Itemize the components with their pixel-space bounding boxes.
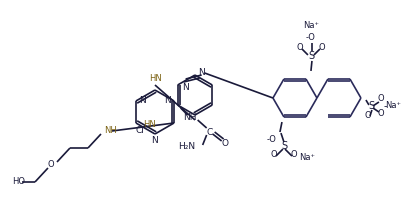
Text: -O: -O xyxy=(305,33,315,42)
Text: N: N xyxy=(151,137,158,145)
Text: S: S xyxy=(307,51,313,61)
Text: O: O xyxy=(296,43,302,53)
Text: O: O xyxy=(318,43,324,53)
Text: O: O xyxy=(290,149,296,159)
Text: C: C xyxy=(206,129,212,138)
Text: N: N xyxy=(198,67,205,76)
Text: HN: HN xyxy=(149,73,162,83)
Text: -: - xyxy=(382,101,386,111)
Text: Na⁺: Na⁺ xyxy=(298,153,314,162)
Text: Cl: Cl xyxy=(135,127,144,136)
Text: -O: -O xyxy=(266,135,276,143)
Text: HN: HN xyxy=(143,121,156,130)
Text: O: O xyxy=(364,111,371,121)
Text: O: O xyxy=(270,149,277,159)
Text: H₂N: H₂N xyxy=(178,142,195,151)
Text: N: N xyxy=(182,83,188,92)
Text: O: O xyxy=(48,160,54,170)
Text: S: S xyxy=(367,101,373,111)
Text: N: N xyxy=(163,97,170,105)
Text: Na⁺: Na⁺ xyxy=(384,101,400,110)
Text: N: N xyxy=(139,97,146,105)
Text: S: S xyxy=(280,141,286,151)
Text: HO: HO xyxy=(12,178,25,186)
Text: NH: NH xyxy=(104,127,116,136)
Text: O: O xyxy=(377,94,383,102)
Text: NH: NH xyxy=(182,113,196,123)
Text: O: O xyxy=(377,109,383,118)
Text: Na⁺: Na⁺ xyxy=(302,21,318,30)
Text: O: O xyxy=(221,139,228,148)
